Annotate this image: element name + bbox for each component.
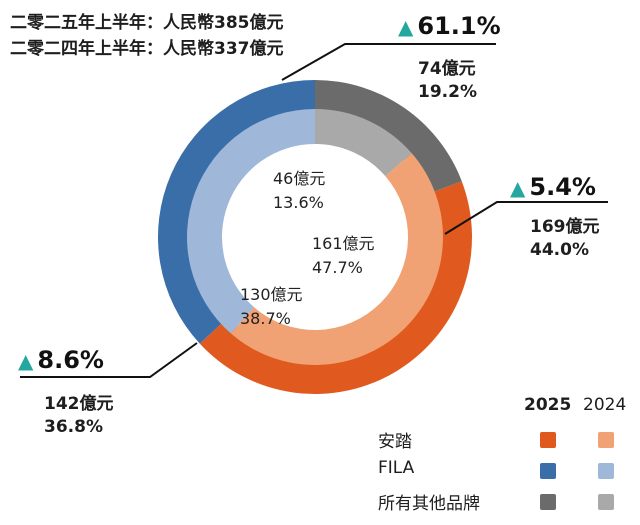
leader-line-fila bbox=[20, 342, 198, 378]
growth-anta-value: 5.4% bbox=[529, 173, 596, 201]
growth-up-icon: ▲ bbox=[18, 349, 34, 373]
slice-2024-fila bbox=[186, 109, 315, 334]
label-2025-anta: 169億元 44.0% bbox=[530, 216, 600, 262]
legend-label-anta: 安踏 bbox=[378, 432, 412, 452]
label-2025-others-percent: 19.2% bbox=[418, 82, 477, 102]
label-2024-anta-percent: 47.7% bbox=[312, 258, 363, 277]
label-2025-anta-percent: 44.0% bbox=[530, 240, 589, 260]
label-2024-fila-value: 130億元 bbox=[240, 285, 303, 304]
growth-up-icon: ▲ bbox=[398, 15, 414, 39]
slice-2024-anta bbox=[230, 153, 444, 366]
growth-fila: ▲ 8.6% bbox=[18, 346, 104, 374]
legend-swatch-2025-anta bbox=[540, 432, 556, 448]
label-2024-anta-value: 161億元 bbox=[312, 234, 375, 253]
legend-swatch-2025-others bbox=[540, 494, 556, 510]
label-2024-others-percent: 13.6% bbox=[273, 193, 324, 212]
legend-swatch-2024-anta bbox=[598, 432, 614, 448]
label-2025-others-value: 74億元 bbox=[418, 59, 476, 79]
growth-others: ▲ 61.1% bbox=[398, 12, 501, 40]
label-2024-others: 46億元 13.6% bbox=[273, 167, 325, 215]
legend-year-2024: 2024 bbox=[583, 395, 627, 415]
leader-line-others bbox=[281, 43, 496, 81]
legend-label-fila: FILA bbox=[378, 458, 415, 478]
leader-line-anta bbox=[444, 201, 608, 235]
header-line-2024: 二零二四年上半年：人民幣337億元 bbox=[10, 39, 284, 59]
label-2025-fila-value: 142億元 bbox=[44, 394, 114, 414]
header-line-2025: 二零二五年上半年：人民幣385億元 bbox=[10, 13, 284, 33]
label-2025-fila-percent: 36.8% bbox=[44, 417, 103, 437]
growth-anta: ▲ 5.4% bbox=[510, 173, 596, 201]
legend-swatch-2025-fila bbox=[540, 463, 556, 479]
growth-up-icon: ▲ bbox=[510, 176, 526, 200]
label-2024-fila: 130億元 38.7% bbox=[240, 283, 303, 331]
legend-swatch-2024-others bbox=[598, 494, 614, 510]
slice-2024-others bbox=[315, 109, 412, 177]
label-2025-others: 74億元 19.2% bbox=[418, 58, 477, 104]
legend-swatch-2024-fila bbox=[598, 463, 614, 479]
slice-2025-anta bbox=[199, 181, 472, 394]
legend-year-2025: 2025 bbox=[524, 395, 572, 415]
label-2025-anta-value: 169億元 bbox=[530, 217, 600, 237]
label-2025-fila: 142億元 36.8% bbox=[44, 393, 114, 439]
growth-fila-value: 8.6% bbox=[37, 346, 104, 374]
legend-label-others: 所有其他品牌 bbox=[378, 494, 480, 514]
label-2024-anta: 161億元 47.7% bbox=[312, 232, 375, 280]
label-2024-others-value: 46億元 bbox=[273, 169, 326, 188]
growth-others-value: 61.1% bbox=[417, 12, 501, 40]
label-2024-fila-percent: 38.7% bbox=[240, 309, 291, 328]
